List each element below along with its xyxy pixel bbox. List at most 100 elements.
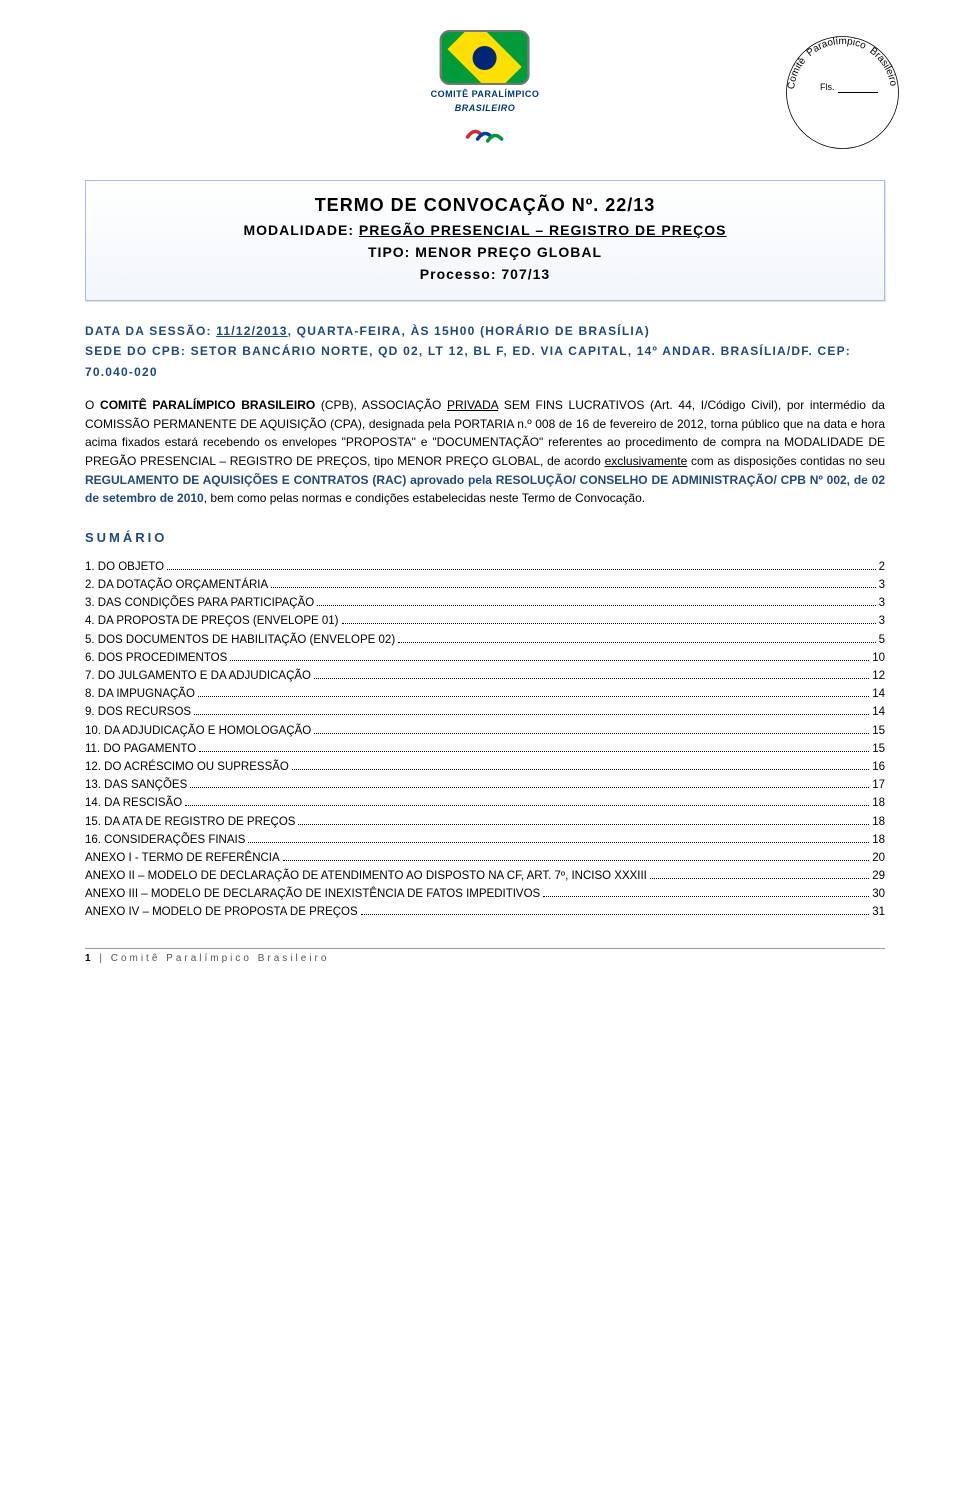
toc-dots: [317, 597, 875, 606]
toc-dots: [314, 724, 869, 733]
toc-label: 13. DAS SANÇÕES: [85, 779, 187, 791]
title-line-3-text: TIPO: MENOR PREÇO GLOBAL: [368, 244, 602, 260]
toc-dots: [230, 652, 869, 661]
table-of-contents: 1. DO OBJETO 2 2. DA DOTAÇÃO ORÇAMENTÁRIA 3…: [85, 561, 885, 919]
toc-label: 15. DA ATA DE REGISTRO DE PREÇOS: [85, 816, 295, 828]
toc-dots: [185, 797, 869, 806]
toc-label: ANEXO III – MODELO DE DECLARAÇÃO DE INEX…: [85, 888, 540, 900]
toc-dots: [650, 870, 869, 879]
toc-dots: [198, 688, 869, 697]
toc-row: ANEXO IV – MODELO DE PROPOSTA DE PREÇOS3…: [85, 906, 885, 918]
toc-dots: [167, 561, 876, 570]
toc-dots: [314, 670, 869, 679]
toc-label: 8. DA IMPUGNAÇÃO: [85, 688, 195, 700]
toc-row: 4. DA PROPOSTA DE PREÇOS (ENVELOPE 01) 3: [85, 615, 885, 627]
toc-label: 9. DOS RECURSOS: [85, 706, 191, 718]
toc-row: 13. DAS SANÇÕES 17: [85, 779, 885, 791]
stamp-fls-line: [838, 92, 878, 93]
svg-text:Comitê Paraolímpico Brasilei: Comitê Paraolímpico Brasileiro: [786, 36, 899, 90]
sumario-heading: SUMÁRIO: [85, 530, 885, 545]
toc-row: 12. DO ACRÉSCIMO OU SUPRESSÃO16: [85, 761, 885, 773]
toc-page: 15: [872, 725, 885, 737]
toc-label: 11. DO PAGAMENTO: [85, 743, 196, 755]
toc-label: 5. DOS DOCUMENTOS DE HABILITAÇÃO (ENVELO…: [85, 634, 395, 646]
session-label: DATA DA SESSÃO:: [85, 324, 216, 338]
toc-dots: [543, 888, 869, 897]
agitos-icon: [431, 119, 540, 147]
toc-dots: [283, 852, 870, 861]
toc-page: 18: [872, 797, 885, 809]
toc-dots: [199, 743, 869, 752]
footer-sep: |: [94, 953, 111, 964]
title-line-2: MODALIDADE: PREGÃO PRESENCIAL – REGISTRO…: [96, 222, 874, 238]
toc-page: 2: [879, 561, 885, 573]
body-seg-g: com as disposições contidas no seu: [687, 454, 885, 468]
toc-row: 2. DA DOTAÇÃO ORÇAMENTÁRIA 3: [85, 579, 885, 591]
toc-row: 9. DOS RECURSOS 14: [85, 706, 885, 718]
session-rest: , QUARTA-FEIRA, ÀS 15H00 (HORÁRIO DE BRA…: [288, 324, 650, 338]
toc-row: ANEXO II – MODELO DE DECLARAÇÃO DE ATEND…: [85, 870, 885, 882]
toc-row: 3. DAS CONDIÇÕES PARA PARTICIPAÇÃO 3: [85, 597, 885, 609]
toc-label: ANEXO I - TERMO DE REFERÊNCIA: [85, 852, 280, 864]
toc-row: 1. DO OBJETO 2: [85, 561, 885, 573]
toc-dots: [190, 779, 869, 788]
toc-label: 7. DO JULGAMENTO E DA ADJUDICAÇÃO: [85, 670, 311, 682]
toc-page: 3: [879, 615, 885, 627]
toc-page: 30: [872, 888, 885, 900]
toc-dots: [398, 633, 875, 642]
toc-label: 4. DA PROPOSTA DE PREÇOS (ENVELOPE 01): [85, 615, 339, 627]
toc-dots: [292, 761, 869, 770]
toc-label: 16. CONSIDERAÇÕES FINAIS: [85, 834, 245, 846]
session-date: 11/12/2013: [216, 324, 287, 338]
title-line-4: Processo: 707/13: [96, 266, 874, 282]
toc-dots: [248, 834, 869, 843]
toc-label: 6. DOS PROCEDIMENTOS: [85, 652, 227, 664]
title-line-2-prefix: MODALIDADE:: [243, 222, 358, 238]
toc-label: 3. DAS CONDIÇÕES PARA PARTICIPAÇÃO: [85, 597, 314, 609]
toc-page: 14: [872, 706, 885, 718]
toc-label: 1. DO OBJETO: [85, 561, 164, 573]
body-seg-b: COMITÊ PARALÍMPICO BRASILEIRO: [100, 398, 315, 412]
toc-label: 14. DA RESCISÃO: [85, 797, 182, 809]
toc-row: 14. DA RESCISÃO 18: [85, 797, 885, 809]
toc-page: 29: [872, 870, 885, 882]
toc-dots: [271, 579, 875, 588]
toc-page: 3: [879, 579, 885, 591]
brazil-flag-icon: [440, 30, 530, 85]
stamp-fls-label: Fls.: [820, 82, 835, 92]
toc-label: ANEXO IV – MODELO DE PROPOSTA DE PREÇOS: [85, 906, 358, 918]
logo-text-line2: BRASILEIRO: [431, 103, 540, 113]
toc-row: 5. DOS DOCUMENTOS DE HABILITAÇÃO (ENVELO…: [85, 633, 885, 645]
title-line-1: TERMO DE CONVOCAÇÃO Nº. 22/13: [96, 195, 874, 216]
body-seg-d: PRIVADA: [447, 398, 498, 412]
session-info: DATA DA SESSÃO: 11/12/2013, QUARTA-FEIRA…: [85, 321, 885, 382]
logo-text-line1: COMITÊ PARALÍMPICO: [431, 89, 540, 99]
toc-page: 18: [872, 834, 885, 846]
footer-page-number: 1: [85, 953, 94, 964]
toc-label: 2. DA DOTAÇÃO ORÇAMENTÁRIA: [85, 579, 268, 591]
document-page: COMITÊ PARALÍMPICO BRASILEIRO Comitê Par…: [0, 0, 960, 984]
toc-label: ANEXO II – MODELO DE DECLARAÇÃO DE ATEND…: [85, 870, 647, 882]
toc-row: 7. DO JULGAMENTO E DA ADJUDICAÇÃO 12: [85, 670, 885, 682]
toc-page: 17: [872, 779, 885, 791]
toc-dots: [194, 706, 869, 715]
title-box: TERMO DE CONVOCAÇÃO Nº. 22/13 MODALIDADE…: [85, 180, 885, 301]
body-seg-f: exclusivamente: [605, 454, 688, 468]
cpb-logo: COMITÊ PARALÍMPICO BRASILEIRO: [431, 30, 540, 147]
session-address: SEDE DO CPB: SETOR BANCÁRIO NORTE, QD 02…: [85, 344, 851, 378]
toc-page: 12: [872, 670, 885, 682]
title-line-3: TIPO: MENOR PREÇO GLOBAL: [96, 244, 874, 260]
toc-label: 10. DA ADJUDICAÇÃO E HOMOLOGAÇÃO: [85, 725, 311, 737]
toc-dots: [298, 815, 869, 824]
body-seg-c: (CPB), ASSOCIAÇÃO: [315, 398, 447, 412]
toc-page: 3: [879, 597, 885, 609]
toc-row: 8. DA IMPUGNAÇÃO14: [85, 688, 885, 700]
toc-row: ANEXO I - TERMO DE REFERÊNCIA 20: [85, 852, 885, 864]
body-seg-i: , bem como pelas normas e condições esta…: [204, 491, 645, 505]
page-footer: 1 | Comitê Paralímpico Brasileiro: [85, 948, 885, 964]
toc-dots: [342, 615, 876, 624]
title-line-2-underline: PREGÃO PRESENCIAL – REGISTRO DE PREÇOS: [359, 222, 727, 238]
toc-row: 6. DOS PROCEDIMENTOS10: [85, 652, 885, 664]
toc-page: 20: [872, 852, 885, 864]
toc-row: 11. DO PAGAMENTO15: [85, 743, 885, 755]
